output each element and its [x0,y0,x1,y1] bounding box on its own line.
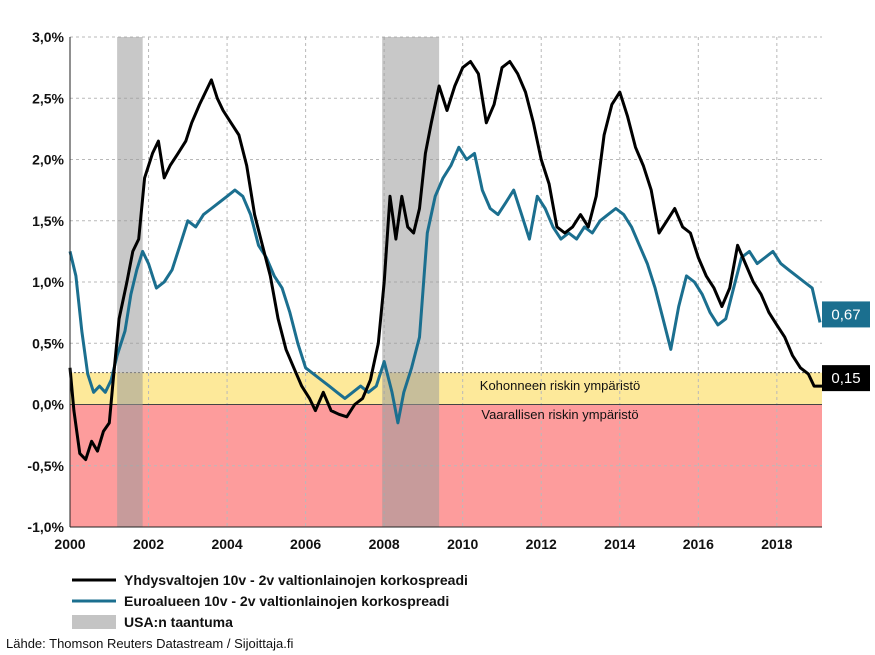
x-tick-label: 2002 [133,536,164,552]
legend-label: Euroalueen 10v - 2v valtionlainojen kork… [124,593,449,609]
y-tick-label: -0,5% [27,458,64,474]
elevated-risk-zone [70,372,822,405]
danger-risk-zone [70,404,822,527]
x-tick-label: 2018 [761,536,792,552]
source-note: Lähde: Thomson Reuters Datastream / Sijo… [6,636,294,651]
x-tick-label: 2008 [369,536,400,552]
y-tick-label: 1,5% [32,213,64,229]
legend-label: Yhdysvaltojen 10v - 2v valtionlainojen k… [124,572,468,588]
recession-band [117,37,143,527]
x-tick-label: 2012 [526,536,557,552]
x-tick-label: 2014 [604,536,635,552]
recession-band [382,37,440,527]
y-tick-label: -1,0% [27,519,64,535]
y-tick-label: 2,5% [32,90,64,106]
end-label-euro-box [822,301,870,328]
y-tick-label: 1,0% [32,274,64,290]
end-label-usa: 0,15 [831,370,860,387]
zone-label-elevated: Kohonneen riskin ympäristö [480,378,640,393]
y-tick-label: 0,5% [32,335,64,351]
legend-swatch-box [72,615,116,629]
zone-label-danger: Vaarallisen riskin ympäristö [481,407,638,422]
x-tick-label: 2006 [290,536,321,552]
end-label-euro: 0,67 [831,306,860,323]
end-label-usa-box [822,365,870,392]
x-tick-label: 2000 [54,536,85,552]
y-tick-label: 3,0% [32,29,64,45]
legend-label: USA:n taantuma [124,614,233,630]
x-tick-label: 2010 [447,536,478,552]
y-tick-label: 0,0% [32,397,64,413]
x-tick-label: 2016 [683,536,714,552]
y-tick-label: 2,0% [32,152,64,168]
x-tick-label: 2004 [211,536,242,552]
series-line-usa [68,60,822,462]
series-line-euro [68,145,822,425]
